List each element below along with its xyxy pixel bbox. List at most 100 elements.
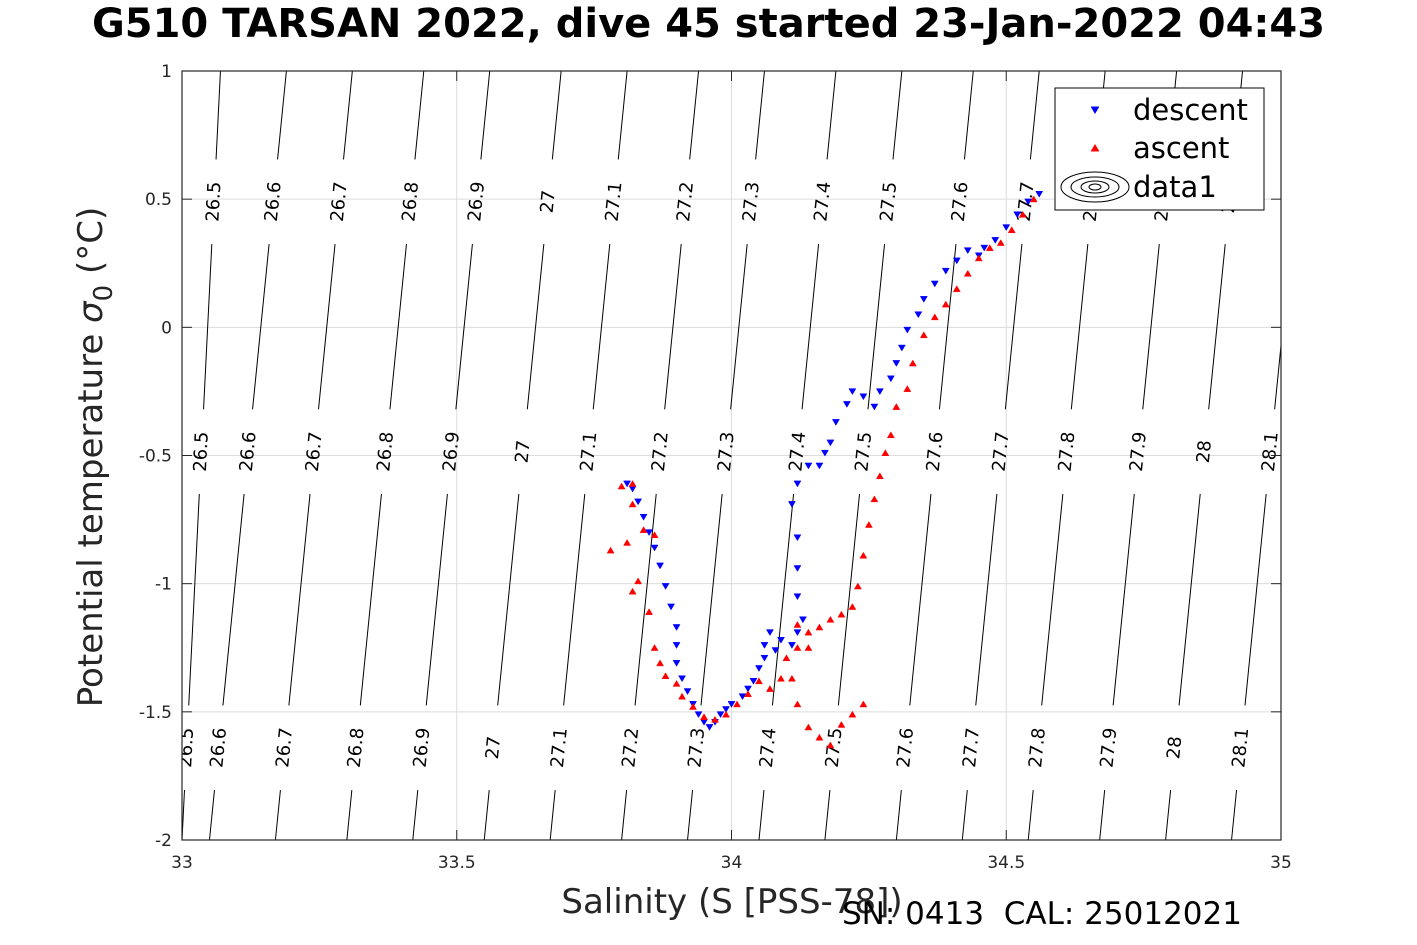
isopycnal-line <box>480 71 491 160</box>
descent-point <box>820 449 829 457</box>
isopycnal-line <box>755 71 765 160</box>
legend-descent-label: descent <box>1133 93 1248 127</box>
isopycnal-label: 26.6 <box>261 181 286 223</box>
y-tick-label: 0 <box>161 318 172 338</box>
isopycnal-line <box>1274 340 1281 410</box>
descent-point <box>1002 224 1011 232</box>
isopycnal-line <box>483 789 490 840</box>
ascent-point <box>606 546 615 554</box>
ascent-point <box>848 710 857 718</box>
isopycnal-line <box>895 789 902 840</box>
isopycnal-label: 28 <box>1193 439 1216 464</box>
isopycnal-label: 26.5 <box>202 181 225 222</box>
isopycnal-line <box>689 71 700 160</box>
descent-point <box>886 375 895 383</box>
isopycnal-line <box>1070 243 1089 410</box>
ascent-point <box>875 472 884 480</box>
ascent-point <box>815 623 824 631</box>
descent-point <box>952 257 961 265</box>
ascent-point <box>782 654 791 662</box>
isopycnal-line <box>208 789 215 840</box>
isopycnal-line <box>425 493 448 706</box>
ascent-point <box>639 526 648 533</box>
descent-point <box>991 237 1000 244</box>
isopycnal-line <box>801 243 820 410</box>
ascent-point <box>628 587 637 595</box>
isopycnal-label: 26.7 <box>272 727 297 769</box>
ascent-point <box>711 715 719 723</box>
x-tick-label: 35 <box>1270 853 1292 873</box>
isopycnal-line <box>867 243 886 410</box>
x-tick-label: 33 <box>171 853 193 873</box>
descent-point <box>941 267 950 275</box>
isopycnal-line <box>909 493 932 706</box>
isopycnal-label: 26.5 <box>190 431 213 472</box>
isopycnal-line <box>288 493 311 706</box>
isopycnal-line <box>1029 71 1040 160</box>
isopycnal-line <box>1244 493 1267 706</box>
isopycnal-line <box>700 493 723 706</box>
isopycnal-label: 26.9 <box>464 181 489 223</box>
descent-point <box>963 247 972 255</box>
descent-point <box>639 513 648 521</box>
legend-descent-marker <box>1090 106 1100 115</box>
isopycnal-label: 26.6 <box>206 727 231 769</box>
descent-point <box>760 654 769 662</box>
legend-box <box>1054 87 1265 211</box>
descent-point <box>656 562 665 570</box>
ascent-point <box>678 692 686 700</box>
legend-data1-label: data1 <box>1133 170 1217 204</box>
descent-point <box>842 401 851 408</box>
isopycnal-label: 27.2 <box>673 181 698 223</box>
descent-point <box>826 439 835 447</box>
isopycnal-line <box>1231 789 1238 840</box>
isopycnal-label: 27.5 <box>851 431 876 473</box>
isopycnal-label: 26.7 <box>327 181 352 223</box>
ascent-point <box>908 359 917 367</box>
isopycnal-line <box>938 243 957 410</box>
x-axis-label: Salinity (S [PSS-78]) <box>561 882 902 922</box>
chart-title: G510 TARSAN 2022, dive 45 started 23-Jan… <box>91 1 1326 47</box>
ascent-point <box>634 577 643 585</box>
isopycnal-line <box>359 493 382 706</box>
ascent-point <box>656 659 665 667</box>
descent-point <box>788 642 796 649</box>
isopycnal-label: 26.7 <box>302 431 327 473</box>
descent-point <box>634 498 643 506</box>
isopycnal-label: 27.7 <box>959 727 984 769</box>
isopycnal-label: 27.3 <box>739 181 764 223</box>
descent-point <box>897 344 906 352</box>
isopycnal-line <box>563 493 586 706</box>
ascent-point <box>793 700 802 708</box>
isopycnal-label: 26.8 <box>344 727 369 769</box>
descent-point <box>1035 190 1044 198</box>
descent-point <box>623 480 632 488</box>
descent-point <box>914 311 923 319</box>
descent-point <box>755 665 763 672</box>
descent-point <box>672 624 681 631</box>
isopycnal-label: 26.9 <box>439 431 464 473</box>
isopycnal-line <box>1178 493 1201 706</box>
descent-point <box>848 388 857 396</box>
axis-ticks: 33 33.5 34 34.5 35 -2 -1.5 -1 -0.5 0 0.5 1 <box>139 62 1292 873</box>
isopycnal-line <box>317 243 336 410</box>
isopycnal-label: 27.8 <box>1025 727 1050 769</box>
ascent-point <box>777 674 785 682</box>
ascent-point <box>1029 195 1038 203</box>
y-tick-label: 1 <box>161 62 172 82</box>
ascent-point <box>853 582 862 590</box>
isopycnal-line <box>389 243 407 410</box>
descent-point <box>870 403 879 411</box>
descent-point <box>892 360 901 367</box>
isopycnal-label: 27.7 <box>989 431 1014 473</box>
isopycnal-line <box>1142 243 1160 410</box>
ascent-point <box>930 313 939 321</box>
legend-contour-icon <box>1080 180 1110 194</box>
isopycnal-line <box>455 243 473 410</box>
isopycnal-label: 28.1 <box>1283 181 1308 223</box>
ascent-point <box>672 679 681 687</box>
descent-point <box>727 701 736 708</box>
ascent-point <box>892 403 901 410</box>
isopycnal-line <box>215 71 221 160</box>
